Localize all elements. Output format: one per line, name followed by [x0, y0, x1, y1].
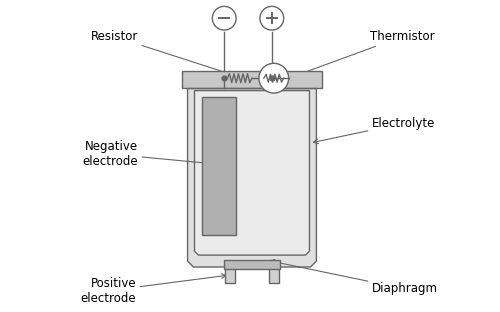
Polygon shape: [188, 88, 316, 267]
Bar: [225, 267, 235, 283]
Bar: [224, 260, 280, 269]
Bar: [202, 96, 236, 235]
Text: Electrolyte: Electrolyte: [314, 117, 436, 144]
Bar: [182, 71, 322, 88]
Polygon shape: [194, 90, 310, 255]
Text: Thermistor: Thermistor: [292, 30, 434, 77]
Circle shape: [212, 6, 236, 30]
Text: Positive
electrode: Positive electrode: [80, 274, 226, 305]
Bar: [269, 267, 278, 283]
Text: Resistor: Resistor: [90, 30, 234, 76]
Circle shape: [259, 63, 288, 93]
Circle shape: [260, 6, 283, 30]
Text: Negative
electrode: Negative electrode: [82, 140, 232, 168]
Text: Diaphragm: Diaphragm: [270, 260, 438, 295]
